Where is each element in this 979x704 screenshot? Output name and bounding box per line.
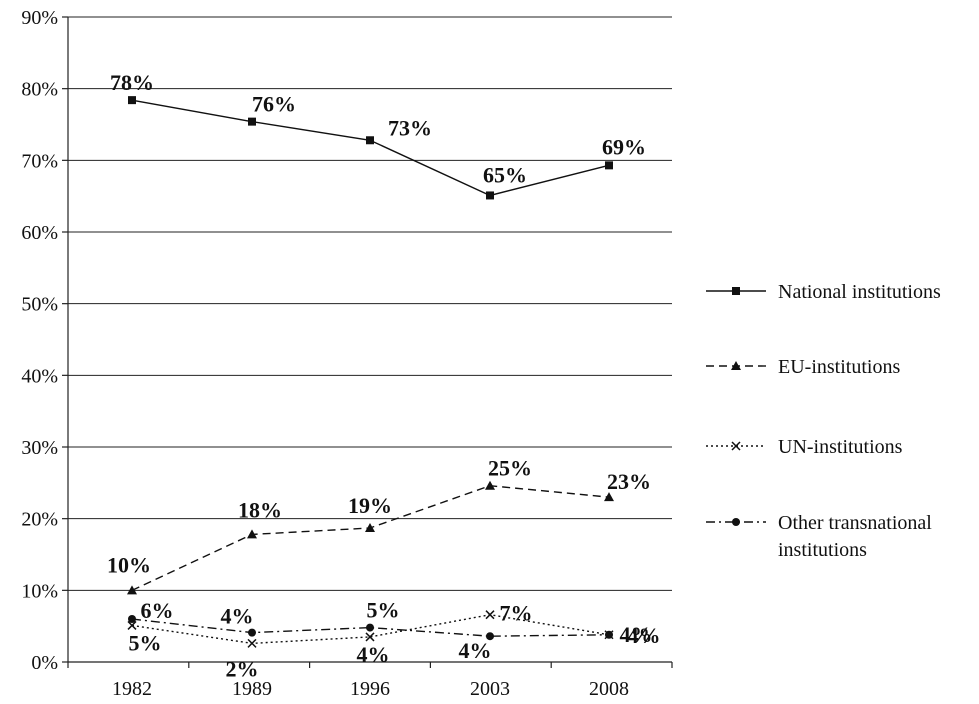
data-point-marker: [247, 638, 257, 648]
data-label: 69%: [602, 134, 646, 159]
legend-label: Other transnational: [778, 512, 932, 534]
data-point-marker: [366, 136, 374, 145]
data-label: 4%: [620, 622, 653, 647]
y-tick-label: 20%: [21, 509, 58, 531]
data-point-marker: [128, 96, 136, 105]
data-point-marker: [128, 615, 136, 623]
data-point-marker: [247, 529, 257, 539]
series-line: [131, 618, 610, 637]
legend-marker: [732, 287, 740, 295]
y-tick-label: 80%: [21, 79, 58, 101]
y-tick-label: 70%: [21, 150, 58, 172]
data-point-marker: [485, 610, 495, 620]
data-label: 2%: [226, 656, 259, 681]
data-label: 5%: [367, 598, 400, 623]
legend-marker: [731, 441, 741, 451]
data-label: 5%: [129, 630, 162, 655]
legend: National institutions EU-institutions UN-i…: [706, 281, 941, 561]
y-tick-label: 50%: [21, 294, 58, 316]
data-label: 19%: [348, 493, 392, 518]
x-tick-label: 2003: [470, 678, 510, 700]
data-label: 4%: [459, 638, 492, 663]
x-tick-label: 1996: [350, 678, 390, 700]
data-point-marker: [366, 623, 374, 632]
data-label: 78%: [110, 70, 154, 95]
data-label: 10%: [107, 552, 151, 577]
series-line: [131, 99, 610, 197]
gridlines: [62, 16, 672, 663]
y-tick-label: 90%: [21, 7, 58, 29]
x-axis-tick-labels: 1982 1989 1996 2003 2008: [112, 678, 629, 700]
legend-item: UN-institutions: [706, 436, 903, 458]
data-label: 25%: [488, 456, 532, 481]
data-label: 4%: [628, 623, 661, 648]
data-point-marker: [127, 620, 137, 630]
series-lines: [127, 96, 614, 648]
series-national-institutions: [128, 96, 613, 200]
data-point-marker: [605, 161, 613, 170]
data-label: 4%: [357, 642, 390, 667]
data-point-marker: [486, 191, 494, 200]
y-tick-label: 30%: [21, 437, 58, 459]
legend-marker: [731, 361, 741, 370]
legend-item: Other transnational institutions: [706, 512, 932, 561]
series-other-transnational-institutions: [128, 615, 613, 641]
data-label: 73%: [388, 115, 432, 140]
data-label: 6%: [141, 598, 174, 623]
data-label: 7%: [500, 601, 533, 626]
data-labels: 78% 76% 73% 65% 69% 10% 18% 19% 25% 23% 5% 2% 4% 7% 4%…: [107, 70, 661, 681]
data-point-marker: [485, 480, 495, 490]
data-point-marker: [248, 117, 256, 126]
data-point-marker: [127, 585, 137, 595]
y-tick-label: 60%: [21, 222, 58, 244]
data-label: 18%: [238, 497, 282, 522]
y-axis-tick-labels: 0% 10% 20% 30% 40% 50% 60% 70% 80% 90%: [21, 7, 58, 674]
legend-item: National institutions: [706, 281, 941, 303]
legend-label: UN-institutions: [778, 436, 903, 458]
data-point-marker: [604, 492, 614, 502]
data-point-marker: [605, 630, 613, 639]
x-tick-label: 1982: [112, 678, 152, 700]
legend-label: institutions: [778, 539, 867, 561]
axes: [67, 17, 673, 668]
data-label: 4%: [221, 604, 254, 629]
data-point-marker: [365, 632, 375, 642]
data-point-marker: [248, 628, 256, 637]
data-point-marker: [486, 632, 494, 641]
legend-marker: [732, 518, 740, 526]
series-eu-institutions: [127, 480, 614, 595]
legend-label: EU-institutions: [778, 356, 900, 378]
y-tick-label: 10%: [21, 580, 58, 602]
data-label: 23%: [607, 469, 651, 494]
data-label: 76%: [252, 92, 296, 117]
legend-item: EU-institutions: [706, 356, 900, 378]
y-tick-label: 0%: [31, 652, 58, 674]
legend-label: National institutions: [778, 281, 941, 303]
data-point-marker: [365, 522, 375, 532]
x-tick-label: 2008: [589, 678, 629, 700]
data-label: 65%: [483, 162, 527, 187]
x-tick-label: 1989: [232, 678, 272, 700]
series-line: [131, 613, 610, 645]
y-tick-label: 40%: [21, 365, 58, 387]
